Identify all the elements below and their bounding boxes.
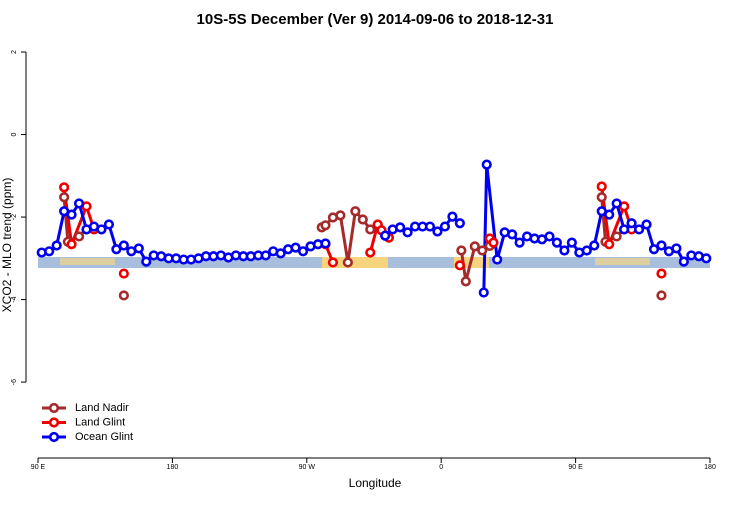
data-point [507,229,518,240]
data-point [611,198,622,209]
data-point [439,221,451,232]
data-point [488,237,499,248]
data-point [678,256,689,267]
land-patch [595,258,650,265]
data-point [118,290,129,301]
data-point [701,253,712,264]
data-point [604,209,615,220]
data-point [604,239,615,250]
legend-marker [48,431,60,443]
data-point [118,268,129,279]
data-point [589,240,600,251]
data-point [327,257,339,268]
legend-label: Ocean Glint [75,431,133,443]
data-point [365,224,376,235]
data-point [656,290,667,301]
data-point [648,244,660,255]
data-point [59,192,70,203]
data-point [478,287,489,298]
data-point [335,210,346,221]
y-tick-label: -2 [11,214,18,220]
data-point [44,246,55,257]
data-point [350,206,361,217]
x-tick-label: 90 E [568,464,583,471]
data-point [432,226,443,237]
data-point [290,242,301,253]
data-point [551,237,563,248]
legend-marker [48,417,60,428]
data-point [566,237,577,248]
data-point [96,224,107,235]
y-axis-label: XCO2 - MLO trend (ppm) [0,178,14,313]
data-point [133,243,144,254]
plot-area: 90 E 180 90 W 0 90 E 180 -6 -4 -2 0 2 Land Nadir Lan… [11,50,716,471]
data-point [477,245,488,256]
data-point [320,220,331,231]
data-point [626,218,637,229]
data-point [656,240,667,251]
data-point [641,219,652,230]
data-point [456,245,467,256]
data-point [671,243,682,254]
x-tick-label: 180 [704,464,716,471]
data-point [342,257,353,268]
land-patch [322,257,388,268]
data-point [581,245,592,256]
data-point [66,209,77,220]
data-point [320,238,331,249]
data-point [111,244,122,255]
data-point [365,247,376,258]
data-point [596,181,607,192]
land-patch [454,257,489,268]
y-tick-label: -6 [11,379,18,385]
data-point [514,237,525,248]
data-point [619,224,630,235]
chart-title: 10S-5S December (Ver 9) 2014-09-06 to 20… [197,11,554,28]
land-patch [60,258,115,265]
data-point [59,182,70,193]
data-point [460,276,471,287]
legend-marker [48,402,60,414]
y-tick-label: 0 [11,132,18,136]
data-point [66,239,77,250]
data-point [481,159,492,170]
data-point [402,227,413,238]
x-tick-label: 180 [167,464,179,471]
x-tick-label: 90 W [299,464,316,471]
data-point [73,198,85,209]
data-point [596,192,607,203]
x-tick-label: 90 E [31,464,46,471]
x-tick-label: 0 [439,464,443,471]
data-point [118,240,129,251]
data-point [492,254,503,265]
data-point [544,231,555,242]
data-point [454,218,465,229]
legend-label: Land Glint [75,416,125,428]
data-point [357,214,368,225]
data-point [454,260,465,271]
data-point [141,256,152,267]
data-point [611,231,622,242]
data-point [424,221,436,232]
legend-label: Land Nadir [75,402,129,414]
data-point [297,246,309,257]
data-point [51,240,62,251]
data-point [633,224,645,235]
y-tick-label: -4 [11,296,18,302]
data-point [447,211,458,222]
data-point [73,231,85,242]
data-point [656,268,667,279]
data-point [395,222,406,233]
data-point [559,245,570,256]
data-point [275,248,286,259]
y-tick-label: 2 [11,50,18,54]
x-axis-label: Longitude [349,476,402,490]
data-point [469,241,480,252]
data-point [380,230,391,241]
data-point [103,219,115,230]
data-point [260,250,271,261]
